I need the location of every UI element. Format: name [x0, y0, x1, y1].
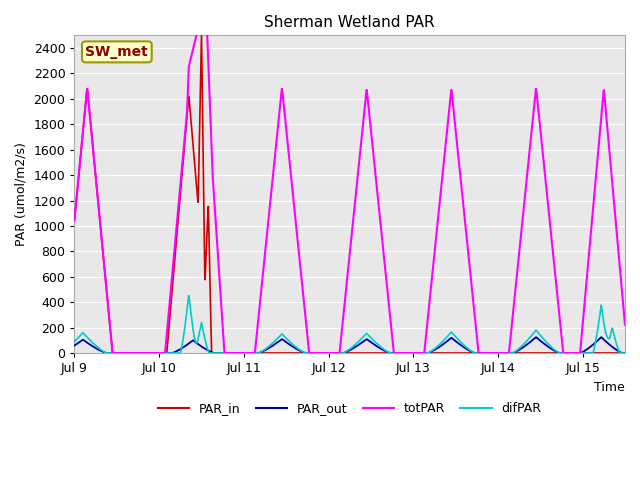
- X-axis label: Time: Time: [595, 381, 625, 394]
- Text: SW_met: SW_met: [86, 45, 148, 59]
- Title: Sherman Wetland PAR: Sherman Wetland PAR: [264, 15, 435, 30]
- Y-axis label: PAR (umol/m2/s): PAR (umol/m2/s): [15, 142, 28, 246]
- Legend: PAR_in, PAR_out, totPAR, difPAR: PAR_in, PAR_out, totPAR, difPAR: [153, 397, 547, 420]
